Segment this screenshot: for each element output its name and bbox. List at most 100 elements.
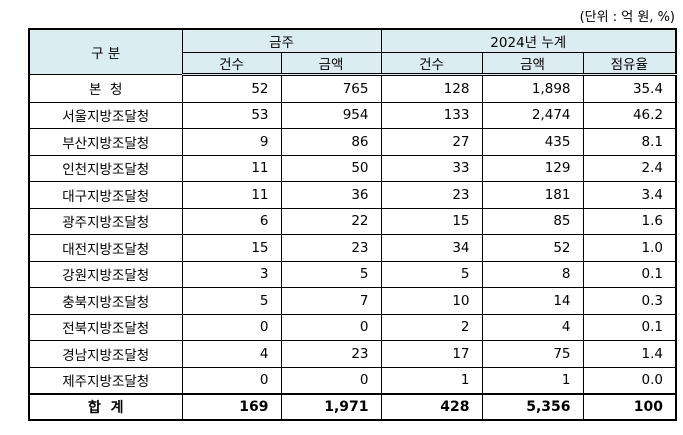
cell-value: 133 <box>380 101 483 129</box>
row-name: 광주지방조달청 <box>28 207 183 235</box>
cell-value: 4 <box>181 340 282 368</box>
row-name: 본 청 <box>28 74 183 103</box>
cell-value: 1,971 <box>280 393 382 421</box>
cell-value: 15 <box>380 207 483 235</box>
cell-value: 10 <box>380 287 483 315</box>
cell-value: 75 <box>481 340 584 368</box>
cell-value: 8.1 <box>582 128 677 156</box>
cell-value: 52 <box>181 74 282 103</box>
table-row: 충북지방조달청 5 7 10 14 0.3 <box>28 287 677 315</box>
cell-value: 954 <box>280 101 382 129</box>
cell-value: 23 <box>380 181 483 209</box>
cell-value: 169 <box>181 393 282 421</box>
cell-value: 1,898 <box>481 74 584 103</box>
table-row: 서울지방조달청 53 954 133 2,474 46.2 <box>28 101 677 129</box>
unit-note: (단위 : 억 원, %) <box>579 10 675 25</box>
cell-value: 0 <box>181 366 282 395</box>
table-row: 대전지방조달청 15 23 34 52 1.0 <box>28 234 677 262</box>
cell-value: 4 <box>481 313 584 341</box>
cell-value: 0 <box>280 366 382 395</box>
cell-value: 3 <box>181 260 282 288</box>
cell-value: 9 <box>181 128 282 156</box>
cell-value: 1.4 <box>582 340 677 368</box>
cell-value: 53 <box>181 101 282 129</box>
cell-value: 0.0 <box>582 366 677 395</box>
row-name: 제주지방조달청 <box>28 366 183 395</box>
cell-value: 5 <box>380 260 483 288</box>
row-name: 합 계 <box>28 393 183 421</box>
cell-value: 5 <box>280 260 382 288</box>
table-row: 경남지방조달청 4 23 17 75 1.4 <box>28 340 677 368</box>
header-amount: 금액 <box>280 52 382 76</box>
cell-value: 1 <box>481 366 584 395</box>
cell-value: 1 <box>380 366 483 395</box>
table-row: 부산지방조달청 9 86 27 435 8.1 <box>28 128 677 156</box>
cell-value: 128 <box>380 74 483 103</box>
cell-value: 46.2 <box>582 101 677 129</box>
table-row: 대구지방조달청 11 36 23 181 3.4 <box>28 181 677 209</box>
row-name: 경남지방조달청 <box>28 340 183 368</box>
table-row: 광주지방조달청 6 22 15 85 1.6 <box>28 207 677 235</box>
row-name: 대구지방조달청 <box>28 181 183 209</box>
cell-value: 27 <box>380 128 483 156</box>
cell-value: 50 <box>280 154 382 182</box>
cell-value: 0 <box>181 313 282 341</box>
row-name: 강원지방조달청 <box>28 260 183 288</box>
cell-value: 22 <box>280 207 382 235</box>
cell-value: 8 <box>481 260 584 288</box>
cell-value: 435 <box>481 128 584 156</box>
cell-value: 0.3 <box>582 287 677 315</box>
cell-value: 23 <box>280 340 382 368</box>
cell-value: 33 <box>380 154 483 182</box>
header-cumulative: 2024년 누계 <box>380 28 677 53</box>
table-row: 제주지방조달청 0 0 1 1 0.0 <box>28 366 677 395</box>
cell-value: 129 <box>481 154 584 182</box>
cell-value: 2,474 <box>481 101 584 129</box>
table-row: 강원지방조달청 3 5 5 8 0.1 <box>28 260 677 288</box>
cell-value: 428 <box>380 393 483 421</box>
cell-value: 6 <box>181 207 282 235</box>
cell-value: 7 <box>280 287 382 315</box>
header-amount: 금액 <box>481 52 584 76</box>
row-name: 인천지방조달청 <box>28 154 183 182</box>
total-row: 합 계 169 1,971 428 5,356 100 <box>28 393 677 421</box>
cell-value: 100 <box>582 393 677 421</box>
cell-value: 1.6 <box>582 207 677 235</box>
cell-value: 52 <box>481 234 584 262</box>
header-share: 점유율 <box>582 52 677 76</box>
header-count: 건수 <box>181 52 282 76</box>
cell-value: 23 <box>280 234 382 262</box>
header-category: 구 분 <box>28 28 183 75</box>
header-week: 금주 <box>181 28 382 53</box>
row-name: 서울지방조달청 <box>28 101 183 129</box>
cell-value: 5 <box>181 287 282 315</box>
cell-value: 3.4 <box>582 181 677 209</box>
cell-value: 0.1 <box>582 260 677 288</box>
cell-value: 86 <box>280 128 382 156</box>
cell-value: 765 <box>280 74 382 103</box>
table-row: 본 청 52 765 128 1,898 35.4 <box>28 74 677 103</box>
row-name: 전북지방조달청 <box>28 313 183 341</box>
cell-value: 34 <box>380 234 483 262</box>
cell-value: 181 <box>481 181 584 209</box>
cell-value: 14 <box>481 287 584 315</box>
header-count: 건수 <box>380 52 483 76</box>
cell-value: 35.4 <box>582 74 677 103</box>
cell-value: 1.0 <box>582 234 677 262</box>
cell-value: 85 <box>481 207 584 235</box>
cell-value: 36 <box>280 181 382 209</box>
row-name: 대전지방조달청 <box>28 234 183 262</box>
cell-value: 0.1 <box>582 313 677 341</box>
cell-value: 5,356 <box>481 393 584 421</box>
procurement-table: 구 분 금주 2024년 누계 건수 금액 건수 금액 점유율 본 청 52 765… <box>28 28 678 421</box>
table-row: 인천지방조달청 11 50 33 129 2.4 <box>28 154 677 182</box>
cell-value: 11 <box>181 154 282 182</box>
row-name: 충북지방조달청 <box>28 287 183 315</box>
cell-value: 2.4 <box>582 154 677 182</box>
cell-value: 17 <box>380 340 483 368</box>
cell-value: 2 <box>380 313 483 341</box>
row-name: 부산지방조달청 <box>28 128 183 156</box>
cell-value: 11 <box>181 181 282 209</box>
cell-value: 15 <box>181 234 282 262</box>
cell-value: 0 <box>280 313 382 341</box>
